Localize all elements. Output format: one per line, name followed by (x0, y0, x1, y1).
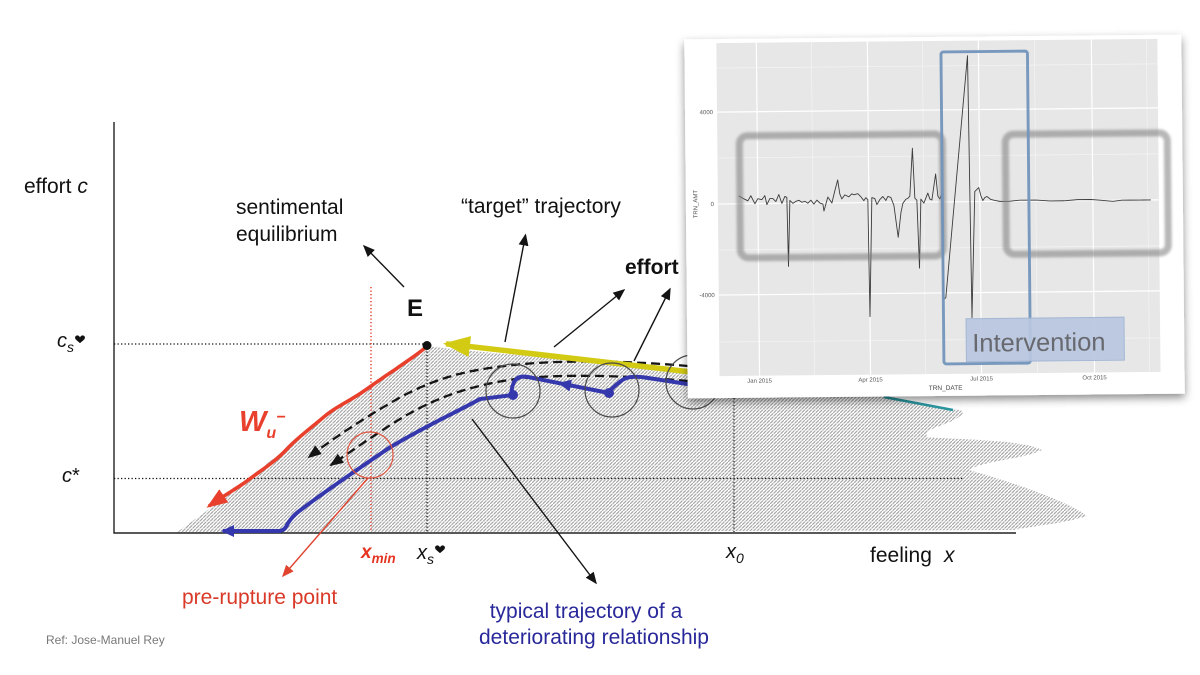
svg-text:-4000: -4000 (699, 293, 715, 299)
svg-text:x: x (943, 544, 956, 567)
svg-text:cs: cs (57, 330, 74, 355)
svg-text:“target” trajectory: “target” trajectory (461, 195, 621, 218)
svg-text:typical trajectory of a: typical trajectory of a (490, 600, 683, 623)
svg-text:xs: xs (416, 542, 434, 567)
svg-text:c*: c* (62, 465, 80, 487)
svg-text:E: E (407, 295, 423, 322)
svg-text:TRN_DATE: TRN_DATE (929, 385, 964, 392)
svg-text:sentimental: sentimental (236, 196, 343, 219)
svg-text:effort c: effort c (24, 175, 88, 198)
svg-text:Oct 2015: Oct 2015 (1082, 375, 1107, 381)
svg-text:Jan 2015: Jan 2015 (747, 379, 772, 385)
svg-text:TRN_AMT: TRN_AMT (693, 190, 699, 219)
svg-text:4000: 4000 (700, 110, 714, 116)
svg-text:x0: x0 (725, 541, 744, 566)
svg-text:Ref: Jose-Manuel Rey: Ref: Jose-Manuel Rey (46, 633, 165, 647)
svg-text:effort: effort (625, 256, 679, 279)
svg-text:deteriorating relationship: deteriorating relationship (479, 626, 709, 649)
svg-text:Apr 2015: Apr 2015 (858, 378, 883, 384)
svg-text:equilibrium: equilibrium (236, 223, 338, 246)
svg-text:0: 0 (711, 202, 715, 208)
svg-text:xmin: xmin (360, 542, 396, 566)
svg-text:Intervention: Intervention (972, 328, 1106, 357)
svg-text:Wu−: Wu− (239, 406, 286, 442)
svg-text:pre-rupture point: pre-rupture point (182, 586, 337, 609)
svg-text:feeling: feeling (870, 544, 932, 567)
svg-text:Jul 2015: Jul 2015 (970, 376, 993, 382)
